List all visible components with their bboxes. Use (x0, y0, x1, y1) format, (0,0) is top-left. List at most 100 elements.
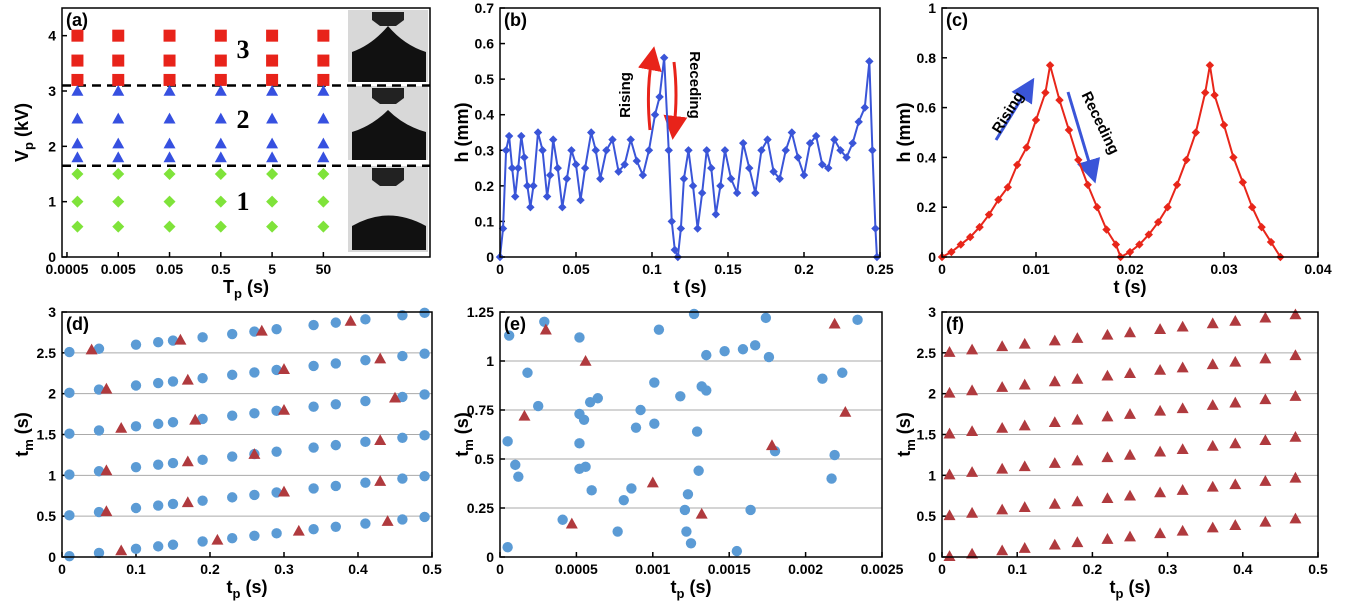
point (1182, 155, 1191, 165)
point (837, 367, 848, 378)
y-tick-label: 0.8 (917, 50, 937, 66)
point (163, 29, 176, 42)
point (868, 146, 877, 155)
y-tick-label: 0 (486, 549, 494, 565)
point (517, 131, 526, 141)
x-tick-label: 5 (268, 261, 276, 277)
label-unit: (kV) (12, 103, 32, 142)
x-tick-label: 0.0005 (555, 561, 598, 577)
point (1206, 317, 1219, 329)
point (591, 146, 600, 155)
panel-label: (b) (504, 10, 527, 30)
point (64, 510, 75, 521)
point (317, 195, 330, 208)
point (679, 504, 691, 516)
y-tick-label: 1 (486, 353, 494, 369)
point (1259, 434, 1272, 446)
point (1125, 247, 1135, 257)
y-tick-label: 1.25 (467, 304, 494, 320)
y-tick-label: 1 (48, 467, 56, 483)
point (112, 220, 125, 233)
label-sub: p (233, 586, 241, 601)
point (757, 146, 766, 155)
point (1206, 358, 1219, 370)
y-tick-label: 0 (928, 249, 936, 265)
x-tick-label: 0.1 (642, 261, 662, 277)
point (684, 146, 693, 155)
point (1018, 419, 1031, 431)
axis-label: tp (s) (1110, 577, 1151, 601)
point (787, 128, 797, 137)
y-tick-label: 0 (48, 249, 56, 265)
point (691, 426, 703, 437)
point (533, 128, 543, 137)
point (317, 220, 330, 233)
point (1289, 390, 1302, 401)
point (100, 464, 113, 476)
point (330, 439, 341, 451)
point (667, 217, 676, 226)
point (596, 174, 605, 183)
data-line (499, 57, 878, 261)
point (1229, 355, 1242, 367)
point (871, 224, 880, 233)
plot-frame (61, 311, 433, 558)
point (71, 85, 84, 96)
point (943, 427, 956, 439)
point (996, 421, 1009, 433)
point (653, 324, 665, 335)
point (542, 192, 552, 201)
point (513, 471, 524, 482)
point (608, 135, 617, 144)
point (163, 85, 176, 96)
point (811, 131, 821, 141)
point (676, 224, 686, 233)
point (227, 369, 238, 381)
point (167, 539, 179, 550)
point (189, 413, 202, 425)
point (510, 459, 521, 471)
axis-label: t (s) (1114, 277, 1147, 297)
point (1154, 323, 1167, 334)
point (701, 349, 712, 361)
point (1071, 454, 1084, 466)
point (214, 112, 227, 124)
axis-label: h (mm) (452, 102, 472, 162)
point (498, 224, 508, 233)
point (1248, 203, 1257, 212)
point (996, 340, 1009, 352)
point (865, 57, 874, 66)
axis-label: tm (s) (452, 412, 476, 457)
x-tick-label: 0.15 (714, 261, 741, 277)
point (1154, 486, 1167, 498)
point (163, 151, 176, 163)
point (584, 396, 596, 408)
point (227, 492, 238, 503)
point (1176, 484, 1189, 495)
point (1229, 153, 1238, 162)
point (163, 168, 176, 180)
y-tick-label: 0.2 (475, 178, 495, 194)
point (1172, 180, 1182, 189)
point (278, 363, 290, 374)
point (502, 542, 513, 553)
point (360, 354, 371, 366)
x-tick-label: 0.01 (1022, 261, 1049, 277)
point (153, 459, 164, 470)
point (1176, 524, 1189, 536)
point (966, 425, 979, 437)
y-tick-label: 3 (48, 304, 56, 320)
point (966, 466, 979, 477)
point (852, 314, 863, 326)
axis-label: tm (s) (894, 412, 918, 457)
point (227, 328, 238, 340)
y-tick-label: 4 (48, 28, 56, 44)
point (1229, 437, 1242, 449)
x-tick-label: 0.2 (200, 561, 220, 577)
point (695, 507, 708, 519)
point (112, 85, 125, 96)
point (163, 112, 176, 124)
point (943, 386, 956, 398)
point (558, 203, 567, 212)
point (163, 54, 176, 67)
